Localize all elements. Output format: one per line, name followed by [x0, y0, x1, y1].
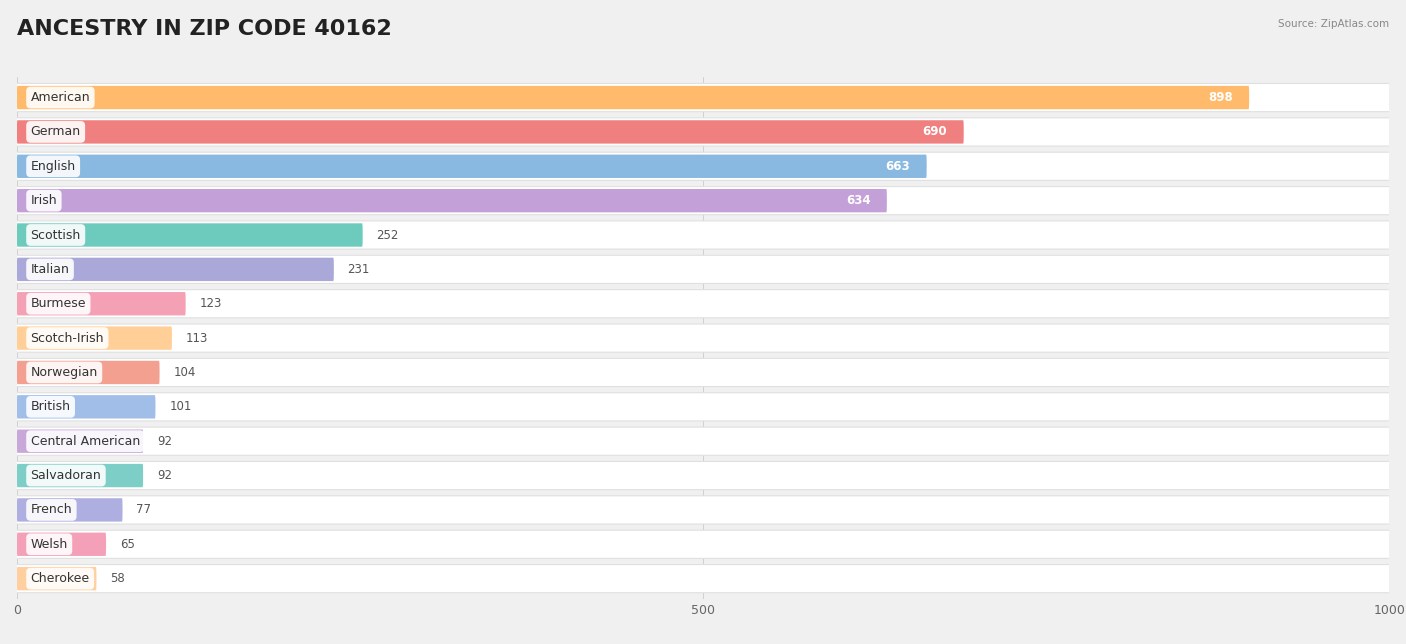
FancyBboxPatch shape	[17, 223, 363, 247]
FancyBboxPatch shape	[10, 462, 1396, 489]
FancyBboxPatch shape	[17, 430, 143, 453]
Text: Scottish: Scottish	[31, 229, 80, 242]
FancyBboxPatch shape	[17, 327, 172, 350]
Text: 663: 663	[886, 160, 910, 173]
Text: Burmese: Burmese	[31, 298, 86, 310]
Text: 104: 104	[173, 366, 195, 379]
Text: ANCESTRY IN ZIP CODE 40162: ANCESTRY IN ZIP CODE 40162	[17, 19, 392, 39]
FancyBboxPatch shape	[17, 189, 887, 213]
FancyBboxPatch shape	[10, 84, 1396, 111]
FancyBboxPatch shape	[10, 427, 1396, 455]
Text: Central American: Central American	[31, 435, 139, 448]
Text: 123: 123	[200, 298, 222, 310]
Text: 58: 58	[110, 572, 125, 585]
Text: Italian: Italian	[31, 263, 69, 276]
Text: Salvadoran: Salvadoran	[31, 469, 101, 482]
FancyBboxPatch shape	[17, 292, 186, 316]
FancyBboxPatch shape	[17, 361, 160, 384]
FancyBboxPatch shape	[10, 496, 1396, 524]
Text: American: American	[31, 91, 90, 104]
Text: 65: 65	[120, 538, 135, 551]
Text: French: French	[31, 504, 72, 516]
FancyBboxPatch shape	[17, 395, 156, 419]
FancyBboxPatch shape	[10, 393, 1396, 421]
FancyBboxPatch shape	[17, 533, 105, 556]
Text: 231: 231	[347, 263, 370, 276]
Text: 92: 92	[157, 469, 172, 482]
FancyBboxPatch shape	[10, 565, 1396, 592]
FancyBboxPatch shape	[17, 120, 963, 144]
FancyBboxPatch shape	[17, 258, 333, 281]
FancyBboxPatch shape	[17, 498, 122, 522]
FancyBboxPatch shape	[17, 86, 1249, 109]
FancyBboxPatch shape	[17, 464, 143, 488]
Text: English: English	[31, 160, 76, 173]
FancyBboxPatch shape	[10, 255, 1396, 283]
Text: Scotch-Irish: Scotch-Irish	[31, 332, 104, 345]
Text: 634: 634	[846, 194, 870, 207]
FancyBboxPatch shape	[10, 290, 1396, 318]
Text: 113: 113	[186, 332, 208, 345]
Text: British: British	[31, 401, 70, 413]
Text: 77: 77	[136, 504, 152, 516]
Text: 92: 92	[157, 435, 172, 448]
FancyBboxPatch shape	[10, 152, 1396, 180]
FancyBboxPatch shape	[10, 358, 1396, 386]
Text: 252: 252	[377, 229, 399, 242]
Text: 101: 101	[169, 401, 191, 413]
FancyBboxPatch shape	[10, 530, 1396, 558]
Text: 898: 898	[1208, 91, 1233, 104]
Text: Cherokee: Cherokee	[31, 572, 90, 585]
FancyBboxPatch shape	[17, 567, 97, 591]
Text: Irish: Irish	[31, 194, 58, 207]
Text: German: German	[31, 126, 80, 138]
FancyBboxPatch shape	[10, 324, 1396, 352]
FancyBboxPatch shape	[17, 155, 927, 178]
FancyBboxPatch shape	[10, 118, 1396, 146]
FancyBboxPatch shape	[10, 221, 1396, 249]
FancyBboxPatch shape	[10, 187, 1396, 214]
Text: Norwegian: Norwegian	[31, 366, 98, 379]
Text: 690: 690	[922, 126, 948, 138]
Text: Source: ZipAtlas.com: Source: ZipAtlas.com	[1278, 19, 1389, 30]
Text: Welsh: Welsh	[31, 538, 67, 551]
